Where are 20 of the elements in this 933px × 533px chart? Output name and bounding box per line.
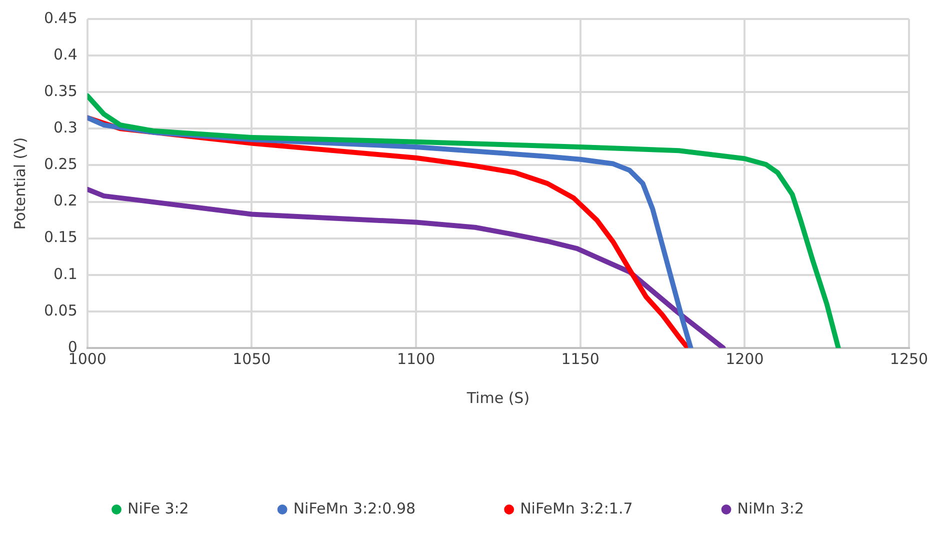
- x-tick-label: 1200: [726, 350, 764, 368]
- y-tick-label: 0.4: [54, 45, 78, 64]
- x-axis-title: Time (S): [466, 388, 530, 407]
- y-tick-label: 0.35: [44, 82, 78, 100]
- legend-label: NiFeMn 3:2:1.7: [520, 499, 633, 518]
- x-tick-label: 1100: [396, 350, 436, 368]
- x-tick-label: 1050: [232, 350, 271, 368]
- x-tick-label: 1250: [890, 350, 928, 368]
- y-axis-title: Potential (V): [10, 137, 29, 230]
- y-tick-label: 0.25: [44, 155, 78, 174]
- y-tick-label: 0.15: [44, 228, 78, 246]
- y-tick-label: 0.05: [44, 301, 78, 320]
- legend-label: NiFeMn 3:2:0.98: [293, 499, 416, 518]
- legend-label: NiFe 3:2: [128, 499, 189, 518]
- y-tick-label: 0.1: [54, 264, 78, 283]
- y-tick-label: 0.45: [44, 8, 78, 27]
- y-tick-label: 0.3: [54, 118, 78, 137]
- y-tick-label: 0.2: [54, 192, 78, 210]
- x-tick-label: 1150: [561, 350, 600, 368]
- legend-label: NiMn 3:2: [737, 499, 804, 518]
